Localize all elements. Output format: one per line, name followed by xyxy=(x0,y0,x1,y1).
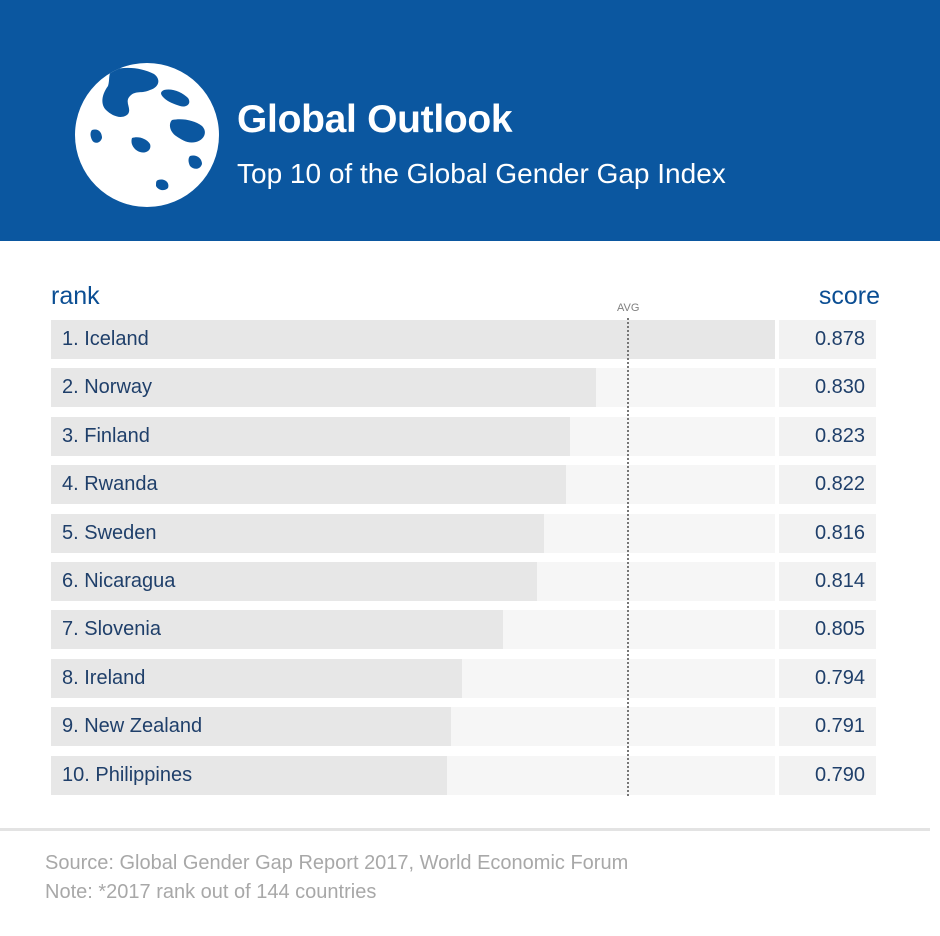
footer-divider xyxy=(0,828,930,831)
score-cell: 0.816 xyxy=(779,513,876,553)
bar xyxy=(51,465,567,505)
footnote: Note: *2017 rank out of 144 countries xyxy=(45,881,377,903)
data-label: 0.816 xyxy=(814,521,865,544)
data-label: 0.814 xyxy=(814,570,865,592)
data-label: 0.794 xyxy=(814,666,865,689)
bar xyxy=(51,513,545,553)
chart-row: 5. Sweden 0.816 xyxy=(51,513,876,553)
bar xyxy=(51,562,537,601)
category-label: 1. Iceland xyxy=(62,328,149,350)
chart-row: 7. Slovenia 0.805 xyxy=(51,610,876,650)
chart-row: 1. Iceland 0.878 xyxy=(51,320,876,359)
score-cell: 0.790 xyxy=(779,755,876,795)
bar xyxy=(51,610,504,650)
score-cell: 0.805 xyxy=(779,610,876,650)
bar-track: 5. Sweden xyxy=(51,513,775,553)
category-label: 2. Norway xyxy=(62,376,153,399)
data-label: 0.791 xyxy=(814,715,865,738)
category-label: 8. Ireland xyxy=(62,666,146,689)
source-note: Source: Global Gender Gap Report 2017, W… xyxy=(45,852,629,874)
score-cell: 0.822 xyxy=(779,465,876,505)
bar xyxy=(51,658,463,698)
data-label: 0.830 xyxy=(814,376,865,399)
page-title: Global Outlook xyxy=(237,98,513,141)
chart-row: 10. Philippines 0.790 xyxy=(51,755,876,795)
score-cell: 0.830 xyxy=(779,368,876,408)
chart-row: 4. Rwanda 0.822 xyxy=(51,465,876,505)
data-label: 0.822 xyxy=(814,473,865,496)
category-label: 4. Rwanda xyxy=(62,473,158,496)
rank-column-header: rank xyxy=(51,282,100,310)
page-subtitle: Top 10 of the Global Gender Gap Index xyxy=(237,158,726,189)
score-column-header: score xyxy=(818,282,880,310)
data-label: 0.823 xyxy=(814,424,865,447)
bar-track: 1. Iceland xyxy=(51,320,775,359)
bar-track: 2. Norway xyxy=(51,368,775,408)
score-cell: 0.823 xyxy=(779,416,876,456)
category-label: 3. Finland xyxy=(62,424,150,447)
data-label: 0.805 xyxy=(814,618,865,641)
category-label: 10. Philippines xyxy=(62,763,193,786)
score-cell: 0.878 xyxy=(779,320,876,359)
bar-track: 9. New Zealand xyxy=(51,707,775,747)
bar-track: 8. Ireland xyxy=(51,658,775,698)
chart-row: 2. Norway 0.830 xyxy=(51,368,876,408)
bar-track: 3. Finland xyxy=(51,416,775,456)
chart-row: 3. Finland 0.823 xyxy=(51,416,876,456)
bar xyxy=(51,416,571,456)
score-cell: 0.794 xyxy=(779,658,876,698)
bar xyxy=(51,320,775,359)
score-cell: 0.791 xyxy=(779,707,876,747)
avg-label: AVG xyxy=(617,302,640,314)
bar-track: 7. Slovenia xyxy=(51,610,775,650)
bar-track: 10. Philippines xyxy=(51,755,775,795)
chart-row: 8. Ireland 0.794 xyxy=(51,658,876,698)
globe-icon xyxy=(75,63,219,207)
bar xyxy=(51,755,448,795)
category-label: 9. New Zealand xyxy=(62,715,203,738)
bar xyxy=(51,368,597,408)
category-label: 5. Sweden xyxy=(62,521,157,544)
bar-track: 4. Rwanda xyxy=(51,465,775,505)
data-label: 0.878 xyxy=(814,328,865,350)
bar-track: 6. Nicaragua xyxy=(51,562,775,601)
avg-reference-line xyxy=(627,318,629,796)
header-banner: Global Outlook Top 10 of the Global Gend… xyxy=(0,0,940,241)
score-cell: 0.814 xyxy=(779,562,876,601)
chart-row: 6. Nicaragua 0.814 xyxy=(51,562,876,601)
bar xyxy=(51,707,451,747)
category-label: 6. Nicaragua xyxy=(62,570,176,592)
category-label: 7. Slovenia xyxy=(62,618,161,641)
data-label: 0.790 xyxy=(814,763,865,786)
chart-row: 9. New Zealand 0.791 xyxy=(51,707,876,747)
